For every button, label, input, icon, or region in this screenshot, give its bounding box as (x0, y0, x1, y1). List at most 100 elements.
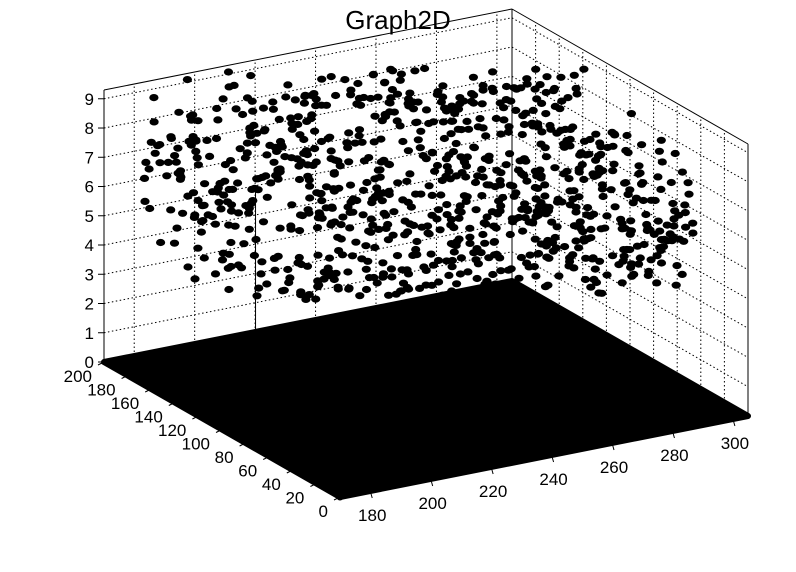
data-point (654, 147, 665, 155)
data-point (548, 87, 559, 95)
data-point (559, 143, 570, 151)
data-point (670, 149, 680, 158)
data-point (541, 88, 551, 97)
data-point (226, 201, 237, 209)
data-point (532, 95, 542, 103)
data-point (366, 228, 376, 236)
data-point (358, 211, 368, 219)
data-point (299, 99, 309, 107)
data-point (348, 208, 358, 216)
data-point (366, 215, 376, 223)
data-point (384, 291, 394, 299)
data-point (305, 194, 315, 202)
data-point (331, 91, 341, 100)
data-point (530, 183, 540, 192)
data-point (541, 153, 552, 161)
z-grid-line (103, 17, 513, 100)
data-point (294, 175, 305, 184)
data-point (451, 139, 461, 148)
data-point (366, 94, 376, 103)
data-point (302, 262, 313, 270)
z-grid-line (103, 46, 513, 129)
data-point (295, 131, 305, 139)
data-point (646, 196, 656, 204)
data-point (542, 253, 552, 261)
data-point (433, 256, 444, 265)
data-point (405, 220, 415, 228)
data-point (275, 224, 285, 232)
data-point (522, 75, 532, 83)
data-point (182, 76, 192, 84)
data-point (327, 219, 337, 227)
data-point (389, 208, 399, 216)
data-point (514, 274, 524, 282)
data-point (569, 71, 579, 79)
data-point (653, 217, 663, 225)
data-point (256, 270, 266, 278)
data-point (384, 98, 394, 107)
data-point (420, 64, 430, 73)
data-point (283, 265, 293, 274)
data-point (478, 81, 488, 90)
data-point (217, 256, 228, 264)
data-point (477, 100, 487, 108)
z-tick-label: 8 (85, 119, 94, 138)
data-point (571, 84, 581, 92)
z-grid-line (103, 192, 513, 275)
data-point (210, 270, 221, 278)
data-point (591, 130, 601, 138)
data-point (300, 92, 310, 100)
data-point (579, 137, 590, 145)
data-point (408, 251, 418, 259)
data-point (198, 217, 208, 225)
data-point (372, 279, 382, 287)
data-point (245, 124, 255, 132)
data-point (669, 222, 679, 230)
data-point (205, 152, 215, 160)
data-point (564, 175, 574, 183)
data-point (656, 236, 667, 244)
data-point (294, 253, 304, 262)
data-point (583, 204, 593, 212)
data-point (233, 209, 244, 217)
y-tick-label: 180 (87, 381, 115, 400)
data-point (456, 153, 466, 161)
data-point (589, 172, 599, 180)
data-point (372, 184, 382, 192)
data-point (513, 166, 524, 174)
data-point (423, 229, 433, 237)
data-point (188, 133, 198, 141)
data-point (643, 224, 653, 232)
data-point (405, 170, 415, 178)
data-point (392, 252, 403, 260)
data-point (208, 188, 218, 196)
data-point (172, 224, 182, 232)
data-point (427, 191, 437, 199)
data-point (395, 76, 405, 84)
data-point (589, 210, 599, 218)
data-point (262, 280, 272, 288)
data-point (253, 175, 263, 183)
data-point (469, 144, 479, 152)
data-point (174, 108, 184, 116)
data-point (456, 126, 466, 134)
data-point (495, 99, 505, 107)
data-point (620, 179, 630, 187)
data-point (550, 102, 560, 110)
data-point (325, 269, 335, 277)
data-point (343, 268, 353, 276)
data-point (609, 160, 619, 168)
data-point (321, 183, 332, 191)
data-point (383, 236, 393, 244)
data-point (434, 278, 444, 286)
data-point (305, 182, 315, 190)
data-point (579, 235, 589, 243)
data-point (619, 252, 629, 260)
y-tick (239, 442, 246, 447)
data-point (565, 257, 575, 266)
data-point (186, 141, 196, 149)
data-point (548, 239, 558, 247)
data-point (439, 134, 449, 143)
data-point (324, 254, 335, 262)
data-point (565, 187, 575, 195)
